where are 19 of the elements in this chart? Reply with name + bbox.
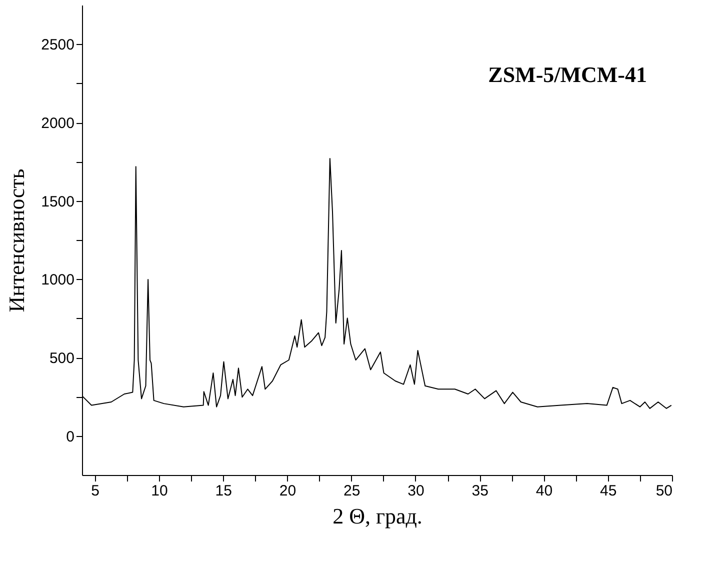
y-tick-label: 0 xyxy=(66,428,74,446)
x-axis-title: 2 Θ, град. xyxy=(332,504,422,528)
x-tick-label: 30 xyxy=(408,482,424,500)
x-tick-label: 50 xyxy=(656,482,672,500)
x-tick-label: 20 xyxy=(279,482,296,500)
x-tick-label: 40 xyxy=(536,482,553,500)
x-tick-label: 5 xyxy=(91,482,100,500)
annotation: ZSM-5/MCM-41 xyxy=(488,62,647,87)
y-tick-label: 2500 xyxy=(41,36,74,54)
y-tick-label: 2000 xyxy=(41,115,74,132)
x-tick-label: 35 xyxy=(472,482,488,500)
y-tick-label: 1000 xyxy=(41,272,74,289)
y-axis-title: Интенсивность xyxy=(4,168,30,312)
x-tick-label: 10 xyxy=(151,482,168,500)
y-tick-label: 1500 xyxy=(41,193,74,210)
x-tick-label: 45 xyxy=(600,482,617,500)
y-tick-label: 500 xyxy=(49,350,74,367)
x-tick-label: 25 xyxy=(344,482,360,500)
x-tick-label: 15 xyxy=(215,482,232,500)
